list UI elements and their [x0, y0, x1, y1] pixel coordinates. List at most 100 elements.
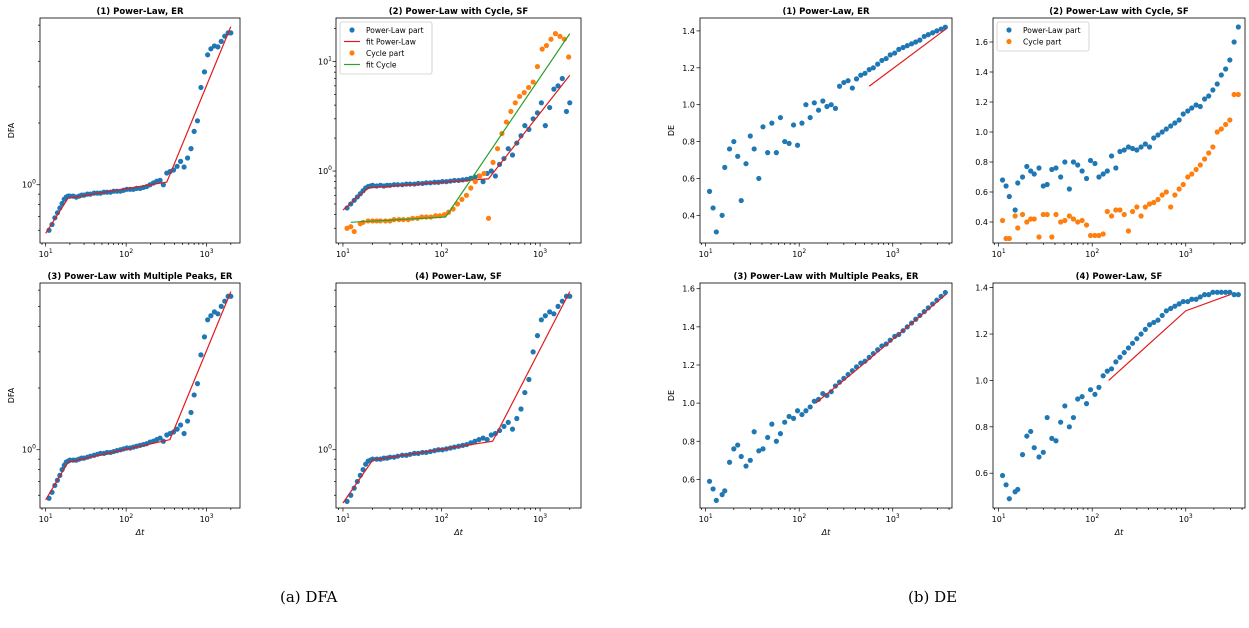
data-point [731, 446, 736, 451]
fit-line [343, 292, 570, 503]
data-point [837, 84, 842, 89]
y-axis-label: DFA [7, 122, 16, 138]
data-point [348, 224, 353, 229]
data-point [707, 189, 712, 194]
legend-label: fit Power-Law [366, 38, 416, 47]
y-axis-label: DFA [7, 387, 16, 403]
data-point [1117, 207, 1122, 212]
data-point [1053, 212, 1058, 217]
data-point [735, 154, 740, 159]
data-point [727, 460, 732, 465]
data-point [495, 146, 500, 151]
data-point [518, 406, 523, 411]
data-point [1058, 420, 1063, 425]
chart-title: (4) Power-Law, SF [415, 272, 502, 282]
data-point [1236, 292, 1241, 297]
y-tick-label: 100 [22, 179, 36, 190]
data-point [1210, 87, 1215, 92]
data-point [567, 100, 572, 105]
data-point [1155, 132, 1160, 137]
x-tick-label: 103 [200, 513, 214, 524]
data-point [760, 446, 765, 451]
x-tick-label: 102 [1085, 513, 1099, 524]
data-point [1015, 225, 1020, 230]
data-point [1062, 159, 1067, 164]
data-point [205, 317, 210, 322]
data-point [1092, 161, 1097, 166]
data-point [1130, 209, 1135, 214]
data-point [1096, 174, 1101, 179]
data-point [1020, 174, 1025, 179]
legend-label: Power-Law part [366, 26, 424, 35]
x-tick-label: 101 [39, 248, 53, 259]
x-tick-label: 101 [699, 513, 713, 524]
y-tick-label: 0.8 [682, 138, 695, 147]
data-point [1007, 236, 1012, 241]
data-point [219, 39, 224, 44]
data-point [1109, 213, 1114, 218]
data-point [1122, 212, 1127, 217]
data-point [551, 311, 556, 316]
data-point [1015, 487, 1020, 492]
data-point [1036, 454, 1041, 459]
x-tick-label: 103 [886, 248, 900, 259]
y-axis-ticks: 100 [318, 290, 336, 495]
y-tick-label: 1.4 [975, 284, 988, 293]
data-point [871, 65, 876, 70]
data-point [829, 102, 834, 107]
data-point [178, 422, 183, 427]
x-tick-label: 103 [1179, 513, 1193, 524]
y-axis-ticks: 0.40.60.81.01.21.41.6 [975, 38, 993, 227]
data-point [1155, 197, 1160, 202]
data-point [1134, 336, 1139, 341]
data-point [551, 87, 556, 92]
data-point [778, 431, 783, 436]
data-point [185, 155, 190, 160]
data-point [707, 479, 712, 484]
data-point [1113, 165, 1118, 170]
data-point [1181, 299, 1186, 304]
data-point [1232, 39, 1237, 44]
data-point [535, 333, 540, 338]
data-point [539, 317, 544, 322]
legend: Power-Law partfit Power-LawCycle partfit… [340, 22, 432, 74]
data-point [803, 408, 808, 413]
data-point [1181, 111, 1186, 116]
data-point [1138, 331, 1143, 336]
x-axis-ticks: 101 102 103 [992, 508, 1242, 524]
data-point [795, 408, 800, 413]
y-axis-ticks: 0.40.60.81.01.21.4 [682, 27, 700, 220]
data-point [1177, 186, 1182, 191]
chart-de4: 101 102 1030.60.81.01.21.4(4) Power-Law, S… [975, 272, 1245, 537]
data-point [543, 313, 548, 318]
data-point [884, 56, 889, 61]
data-point [1198, 104, 1203, 109]
data-point [522, 123, 527, 128]
data-point [862, 71, 867, 76]
data-point [1168, 204, 1173, 209]
data-point [1219, 126, 1224, 131]
x-tick-label: 102 [1085, 248, 1099, 259]
data-point [531, 79, 536, 84]
x-tick-label: 103 [886, 513, 900, 524]
data-point [735, 442, 740, 447]
data-point [1143, 204, 1148, 209]
data-point [1236, 92, 1241, 97]
data-point [1138, 144, 1143, 149]
chart-dfa3: 101 102 103 100 (3) Power-Law with Multiple … [7, 272, 240, 537]
x-axis-label: Δt [453, 528, 463, 537]
series-0 [344, 294, 572, 504]
y-axis-ticks: 0.60.81.01.21.41.6 [682, 285, 700, 485]
data-point [1105, 168, 1110, 173]
chart-title: (3) Power-Law with Multiple Peaks, ER [734, 272, 919, 282]
data-point [481, 171, 486, 176]
x-tick-label: 101 [336, 248, 350, 259]
x-tick-label: 101 [39, 513, 53, 524]
data-point [1053, 165, 1058, 170]
data-point [219, 304, 224, 309]
y-tick-label: 100 [22, 444, 36, 455]
data-point [1028, 429, 1033, 434]
data-point [1053, 438, 1058, 443]
data-point [1105, 209, 1110, 214]
x-tick-label: 102 [792, 248, 806, 259]
